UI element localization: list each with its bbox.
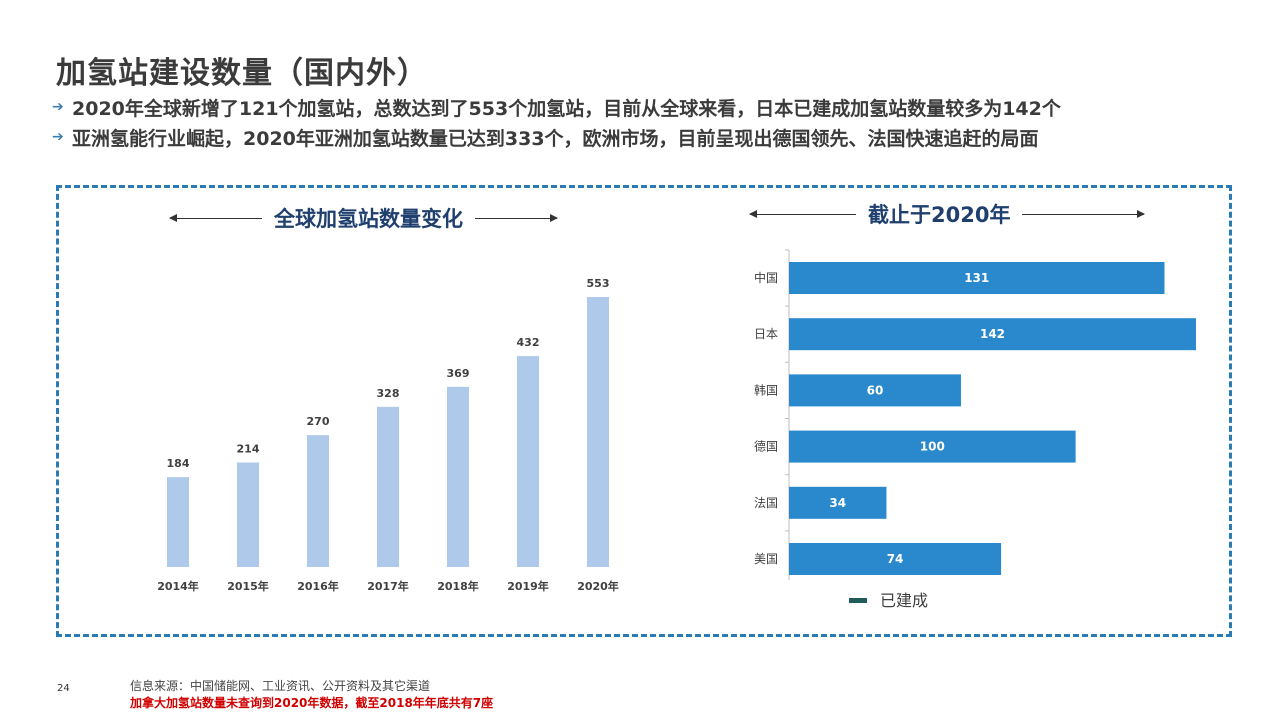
bar-value-label: 131	[964, 271, 989, 285]
chart-panel	[56, 185, 1232, 637]
canada-note: 加拿大加氢站数量未查询到2020年数据，截至2018年年底共有7座	[130, 696, 494, 710]
bullet-text: 亚洲氢能行业崛起，2020年亚洲加氢站数量已达到333个，欧洲市场，目前呈现出德…	[72, 127, 1039, 150]
x-tick-label: 2015年	[227, 579, 269, 593]
column-bar	[447, 386, 469, 567]
column-value-label: 432	[517, 336, 540, 349]
left-section-title: 全球加氢站数量变化	[274, 207, 463, 231]
right-section-header: 截止于2020年	[749, 199, 1146, 229]
column-bar	[587, 297, 609, 567]
x-tick-label: 2014年	[157, 579, 199, 593]
column-bar	[167, 477, 189, 567]
bullet-item: ➔ 亚洲氢能行业崛起，2020年亚洲加氢站数量已达到333个，欧洲市场，目前呈现…	[52, 122, 1061, 152]
bar-value-label: 100	[920, 440, 945, 454]
bar-value-label: 60	[867, 383, 884, 397]
x-tick-label: 2017年	[367, 579, 409, 593]
horizontal-bar	[789, 262, 1165, 294]
source-note: 信息来源：中国储能网、工业资讯、公开资料及其它渠道	[130, 679, 431, 693]
global-stations-column-chart: 184 2014年 214 2015年 270 2016年 328 2017年 369 2018年…	[157, 277, 619, 593]
horizontal-bar	[789, 318, 1196, 351]
column-value-label: 553	[587, 277, 610, 290]
legend-label: 已建成	[880, 591, 928, 610]
bullet-text: 2020年全球新增了121个加氢站，总数达到了553个加氢站，目前从全球来看，日…	[72, 97, 1061, 120]
double-arrow-left-line	[749, 209, 856, 218]
double-arrow-right-line	[1022, 209, 1146, 218]
x-tick-label: 2020年	[577, 579, 619, 593]
column-bar	[517, 356, 539, 567]
arrow-right-icon: ➔	[52, 129, 64, 145]
bar-value-label: 34	[829, 496, 846, 510]
page-number: 24	[57, 683, 70, 694]
column-value-label: 270	[307, 415, 330, 428]
y-tick-label: 德国	[754, 439, 778, 454]
column-value-label: 369	[447, 367, 470, 380]
arrow-right-icon: ➔	[52, 99, 64, 115]
bar-value-label: 74	[887, 552, 904, 566]
column-value-label: 328	[377, 387, 400, 400]
column-bar	[237, 462, 259, 567]
country-stations-bar-chart: 中国 131 日本 142 韩国 60 德国 100 法国 34 美国 74 已建成	[754, 249, 1196, 610]
y-tick-label: 美国	[754, 552, 778, 566]
slide-title: 加氢站建设数量（国内外）	[56, 56, 428, 91]
bar-value-label: 142	[980, 327, 1005, 341]
column-bar	[307, 435, 329, 567]
double-arrow-left-line	[169, 213, 262, 222]
y-tick-label: 日本	[754, 327, 778, 341]
horizontal-bar	[789, 486, 887, 519]
horizontal-bar	[789, 543, 1002, 575]
bullet-item: ➔ 2020年全球新增了121个加氢站，总数达到了553个加氢站，目前从全球来看…	[52, 92, 1061, 122]
right-section-title: 截止于2020年	[868, 203, 1011, 227]
horizontal-bar	[789, 374, 961, 407]
bullet-list: ➔ 2020年全球新增了121个加氢站，总数达到了553个加氢站，目前从全球来看…	[52, 92, 1061, 152]
x-tick-label: 2018年	[437, 579, 479, 593]
y-tick-label: 中国	[754, 270, 778, 285]
column-value-label: 214	[237, 443, 260, 456]
left-section-header: 全球加氢站数量变化	[169, 203, 558, 233]
y-tick-label: 法国	[754, 496, 778, 510]
x-tick-label: 2019年	[507, 579, 549, 593]
column-bar	[377, 406, 399, 567]
x-tick-label: 2016年	[297, 579, 339, 593]
horizontal-bar	[789, 430, 1076, 463]
y-tick-label: 韩国	[754, 382, 778, 397]
column-value-label: 184	[167, 457, 190, 470]
legend-swatch	[849, 598, 867, 603]
double-arrow-right-line	[475, 213, 558, 222]
